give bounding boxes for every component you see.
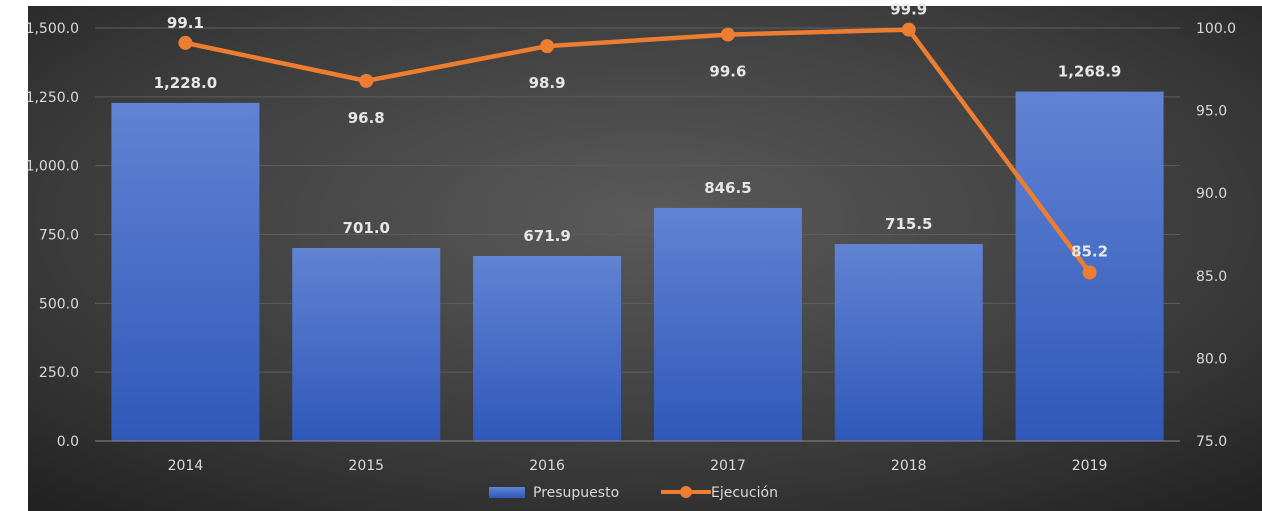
- line-data-label: 99.1: [167, 14, 204, 32]
- line-ejecucion: [184, 27, 1092, 274]
- point-ejecucion-2017: [720, 27, 735, 42]
- legend-label-ejecucion: Ejecución: [711, 485, 778, 501]
- line-data-label: 98.9: [529, 74, 566, 92]
- y-right-tick-label: 90.0: [1196, 186, 1227, 202]
- legend-label-presupuesto: Presupuesto: [533, 485, 619, 501]
- bar-presupuesto-2018: [834, 243, 983, 441]
- y-right-tick-label: 85.0: [1196, 269, 1227, 285]
- x-tick-label: 2014: [168, 458, 204, 474]
- line-data-label: 99.6: [709, 63, 746, 81]
- bar-presupuesto-2014: [111, 102, 260, 442]
- y-right-tick-label: 80.0: [1196, 351, 1227, 367]
- point-ejecucion-2018: [901, 22, 916, 37]
- line-data-label: 99.9: [890, 1, 927, 19]
- bar-data-label: 846.5: [704, 179, 751, 197]
- y-left-tick-label: 1,500.0: [26, 21, 79, 37]
- point-ejecucion-2016: [540, 39, 555, 54]
- x-tick-label: 2018: [891, 458, 927, 474]
- point-ejecucion-2014: [178, 35, 193, 50]
- bar-data-label: 701.0: [343, 219, 390, 237]
- point-ejecucion-2019: [1082, 265, 1097, 280]
- x-tick-label: 2019: [1072, 458, 1108, 474]
- bar-presupuesto-2016: [473, 256, 622, 441]
- legend-swatch-presupuesto: [489, 487, 525, 498]
- bar-data-label: 671.9: [523, 227, 570, 245]
- line-data-label: 96.8: [348, 109, 385, 127]
- bar-data-label: 1,268.9: [1058, 63, 1122, 81]
- y-right-tick-label: 95.0: [1196, 104, 1227, 120]
- y-left-tick-label: 750.0: [39, 228, 79, 244]
- bar-data-label: 715.5: [885, 215, 932, 233]
- legend-marker-ejecucion: [680, 486, 692, 498]
- bar-presupuesto-2017: [653, 207, 802, 441]
- y-left-tick-label: 0.0: [57, 434, 79, 450]
- x-tick-label: 2017: [710, 458, 746, 474]
- y-right-tick-label: 100.0: [1196, 21, 1236, 37]
- bar-presupuesto-2015: [292, 247, 441, 441]
- bar-data-label: 1,228.0: [154, 74, 218, 92]
- point-ejecucion-2015: [359, 73, 374, 88]
- y-left-tick-label: 250.0: [39, 365, 79, 381]
- y-left-tick-label: 1,250.0: [26, 90, 79, 106]
- y-left-tick-label: 500.0: [39, 296, 79, 312]
- y-right-tick-label: 75.0: [1196, 434, 1227, 450]
- y-left-tick-label: 1,000.0: [26, 159, 79, 175]
- x-tick-label: 2016: [529, 458, 565, 474]
- line-data-label: 85.2: [1071, 242, 1108, 260]
- x-tick-label: 2015: [348, 458, 384, 474]
